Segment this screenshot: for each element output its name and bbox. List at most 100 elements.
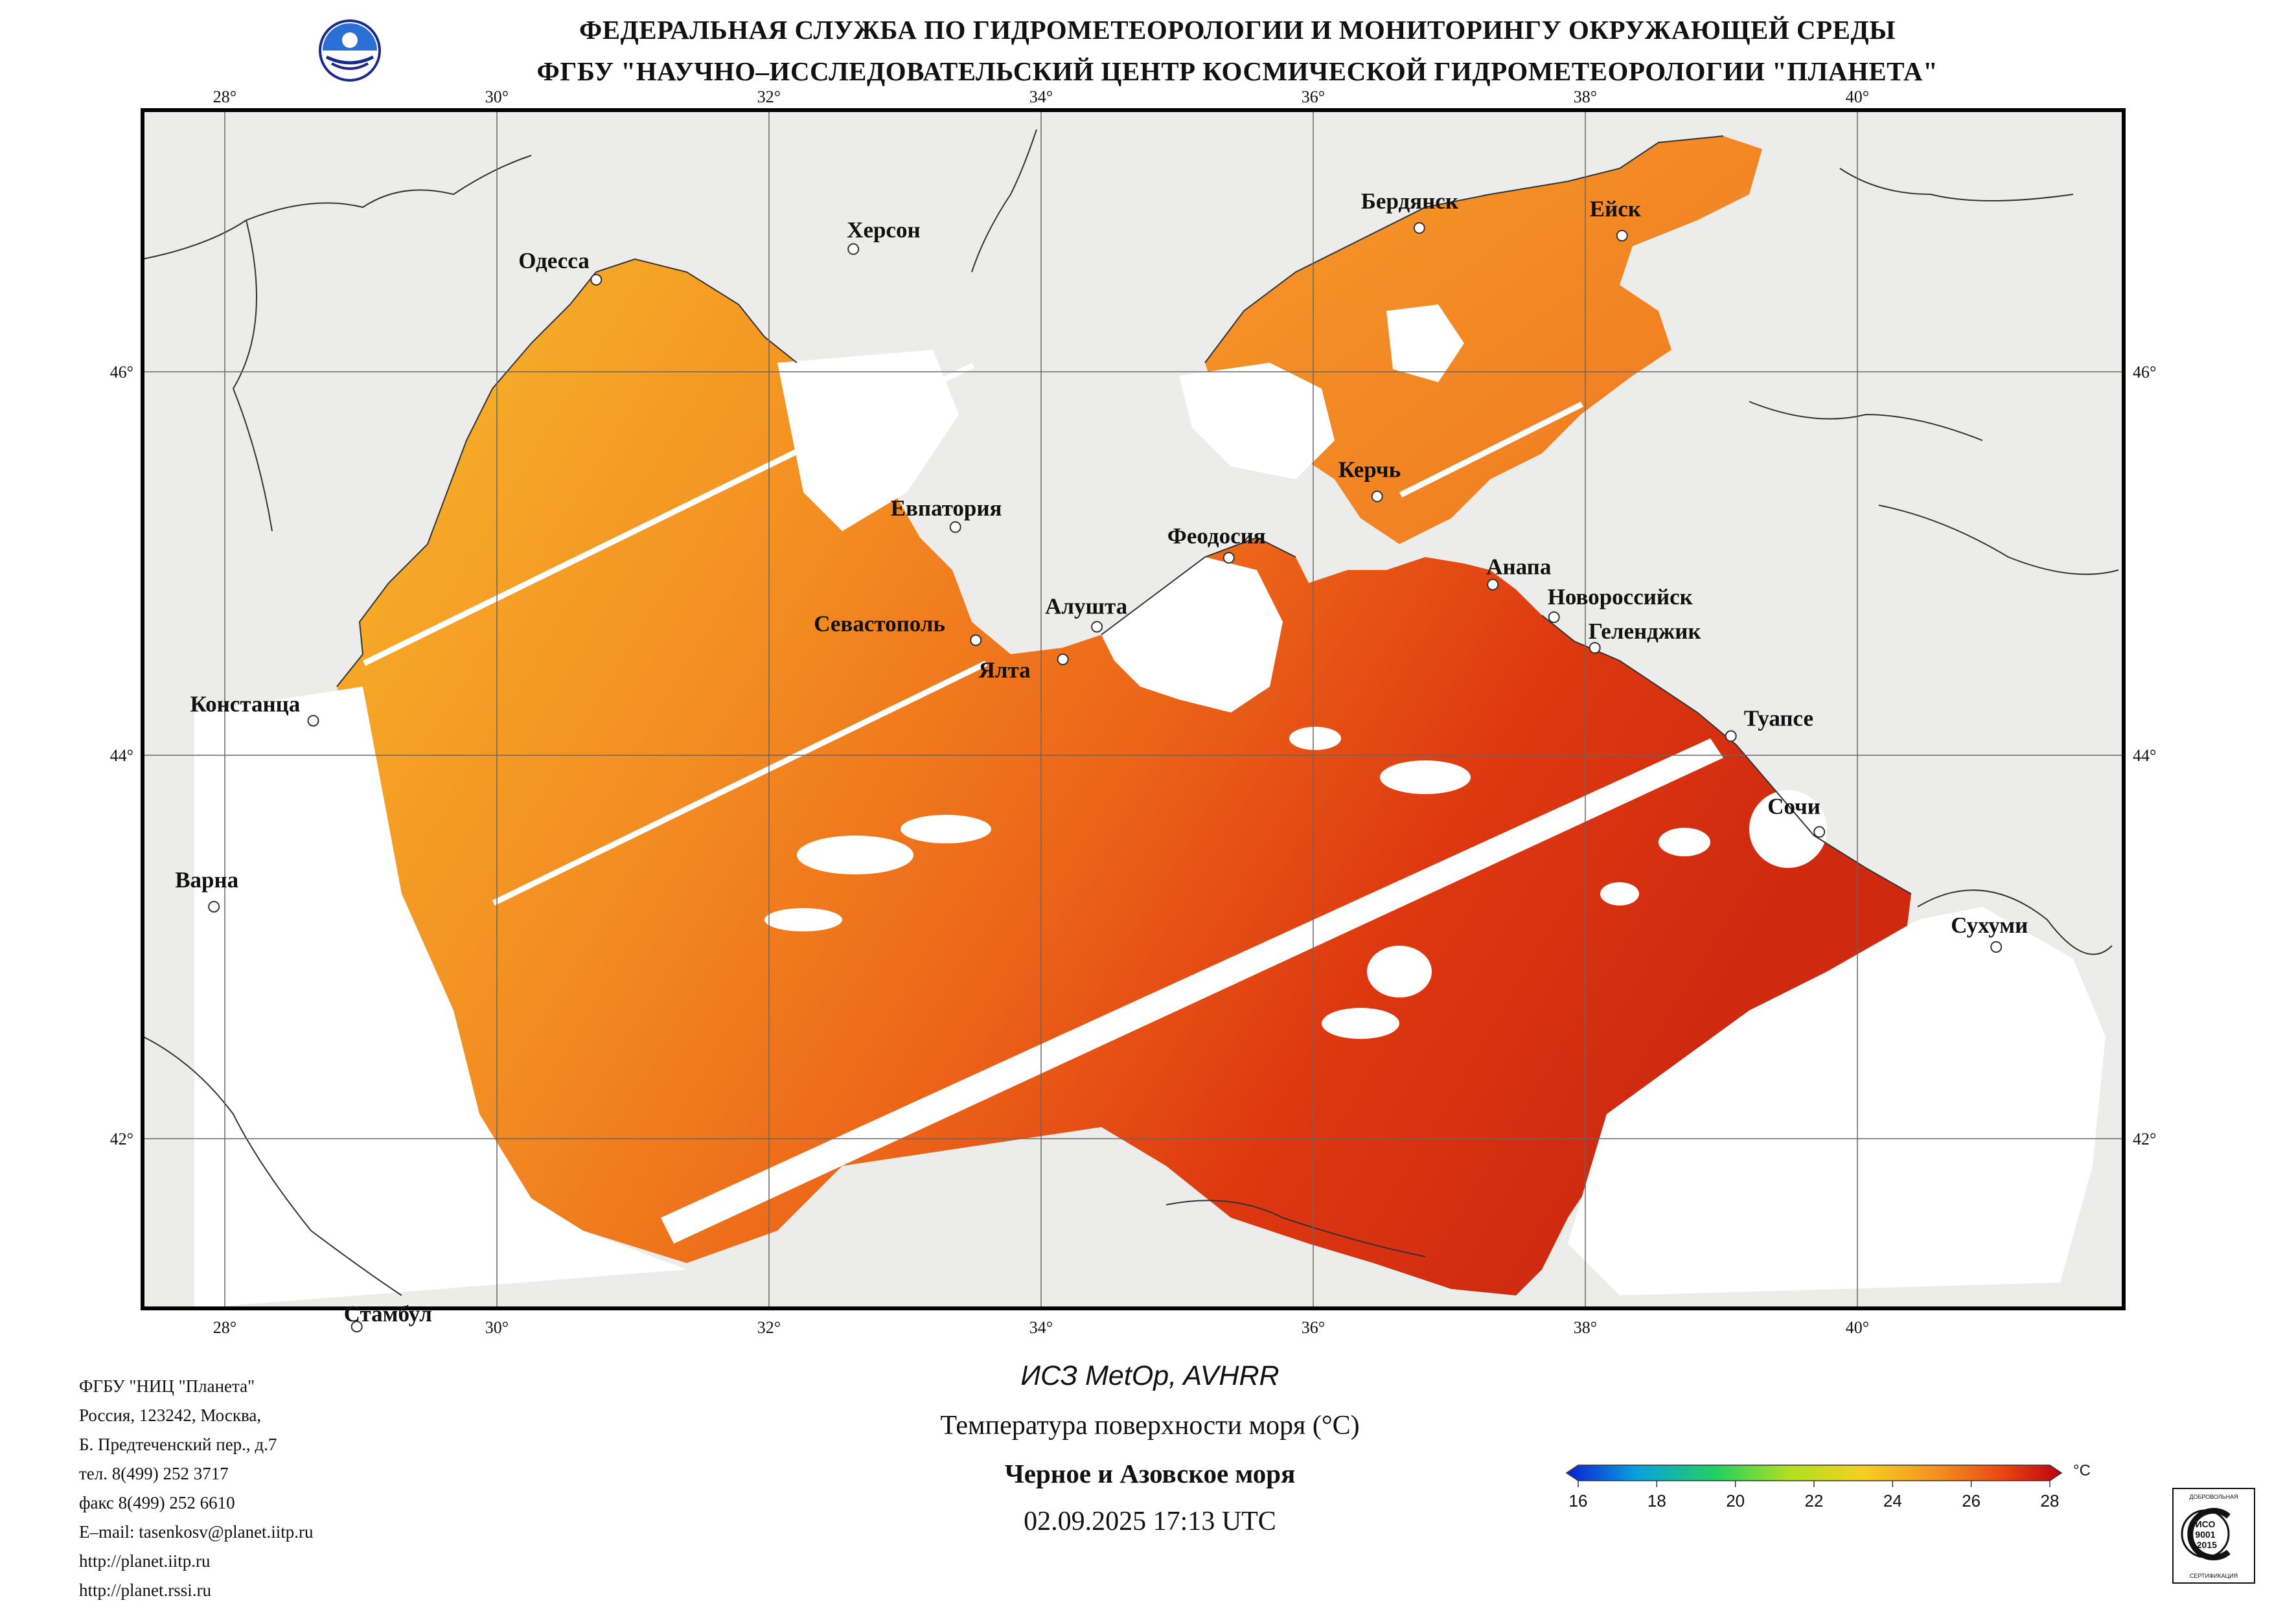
- satellite-label: ИСЗ MetOp, AVHRR: [1020, 1360, 1280, 1391]
- city-label: Туапсе: [1744, 705, 1813, 731]
- iso-number: 9001: [2195, 1529, 2215, 1540]
- city-label: Геленджик: [1589, 619, 1702, 644]
- colorbar-tick-label: 24: [1883, 1491, 1902, 1510]
- colorbar-tick-label: 26: [1962, 1491, 1980, 1510]
- black-sea-sst: [337, 259, 1911, 1295]
- lon-tick-label: 36°: [1302, 1318, 1325, 1337]
- header-line-1: ФЕДЕРАЛЬНАЯ СЛУЖБА ПО ГИДРОМЕТЕОРОЛОГИИ …: [579, 15, 1896, 45]
- city-marker: [307, 714, 319, 727]
- iso-certificate-badge: ДОБРОВОЛЬНАЯ ИСО 9001 -2015 СЕРТИФИКАЦИЯ: [2172, 1488, 2255, 1584]
- contact-info: ФГБУ "НИЦ "Планета" Россия, 123242, Моск…: [79, 1372, 314, 1605]
- lat-tick-label: 42°: [110, 1130, 133, 1148]
- city-marker: [1589, 642, 1601, 654]
- colorbar-tick-label: 16: [1569, 1491, 1588, 1510]
- city-label: Анапа: [1486, 554, 1551, 580]
- city-marker: [949, 521, 961, 533]
- datetime-label: 02.09.2025 17:13 UTC: [1024, 1507, 1276, 1536]
- city-marker: [1223, 552, 1235, 564]
- cloud-west: [194, 687, 687, 1308]
- city-label: Херсон: [847, 218, 920, 243]
- cloud-crimea: [1101, 557, 1283, 712]
- iso-label: ИСО: [2196, 1519, 2216, 1529]
- city-label: Сочи: [1767, 793, 1820, 819]
- lat-tick-label: 44°: [110, 746, 133, 765]
- city-marker: [1413, 222, 1425, 234]
- city-label: Феодосия: [1167, 523, 1266, 549]
- contact-line: факс 8(499) 252 6610: [79, 1493, 235, 1512]
- lat-tick-label: 42°: [2133, 1130, 2156, 1148]
- colorbar-tick-label: 18: [1647, 1491, 1666, 1510]
- city-marker: [208, 900, 220, 913]
- city-marker: [1487, 578, 1499, 591]
- colorbar-unit: °C: [2073, 1462, 2091, 1479]
- city-label: Новороссийск: [1548, 584, 1693, 610]
- city-marker: [847, 243, 860, 255]
- cloud-east: [1568, 907, 2106, 1295]
- city-label: Ялта: [979, 657, 1031, 683]
- swath-gap-main: [661, 738, 1723, 1244]
- graticule: [143, 110, 2124, 1308]
- city-marker: [1725, 730, 1737, 742]
- lon-tick-label: 40°: [1846, 87, 1869, 106]
- colorbar-tick-label: 22: [1805, 1491, 1824, 1510]
- planeta-logo: [319, 19, 381, 82]
- colorbar-bar: [1565, 1465, 2063, 1481]
- city-label: Севастополь: [814, 611, 945, 636]
- lon-tick-label: 36°: [1302, 87, 1325, 106]
- city-label: Варна: [175, 867, 238, 893]
- contact-line[interactable]: http://planet.rssi.ru: [79, 1580, 211, 1600]
- lon-tick-label: 30°: [485, 1318, 509, 1337]
- city-label: Ейск: [1590, 196, 1642, 222]
- city-label: Керчь: [1338, 457, 1401, 482]
- city-marker: [1990, 941, 2003, 953]
- city-label: Одесса: [518, 248, 589, 273]
- swath-gap-4: [1399, 402, 1583, 497]
- map-frame: [141, 108, 2126, 1310]
- lat-tick-label: 44°: [2133, 746, 2156, 765]
- city-marker: [1091, 621, 1103, 633]
- borders: [143, 129, 2119, 1296]
- city-label: Констанца: [190, 692, 301, 717]
- colorbar-tick-label: 20: [1726, 1491, 1745, 1510]
- lat-ticks-right: 46° 44° 42°: [2133, 363, 2156, 1148]
- city-marker: [1548, 611, 1560, 623]
- lon-tick-label: 28°: [213, 87, 236, 106]
- color-scale: 16 18 20 22 24 26 28 °C: [1565, 1462, 2091, 1510]
- city-labels: Одесса Херсон Бердянск Ейск Евпатория Феодоси…: [175, 188, 2028, 1333]
- cloud-azov-2: [1386, 304, 1464, 382]
- city-marker: [1616, 229, 1628, 242]
- city-label: Алушта: [1045, 594, 1127, 619]
- iso-top-text: ДОБРОВОЛЬНАЯ: [2189, 1494, 2238, 1500]
- lat-tick-label: 46°: [2133, 363, 2156, 382]
- product-info: ИСЗ MetOp, AVHRR Температура поверхности…: [713, 1360, 1587, 1537]
- header: ФЕДЕРАЛЬНАЯ СЛУЖБА ПО ГИДРОМЕТЕОРОЛОГИИ …: [0, 0, 2296, 104]
- contact-line: E–mail: tasenkosv@planet.iitp.ru: [79, 1522, 314, 1542]
- city-label: Бердянск: [1361, 188, 1459, 214]
- colorbar-tick-label: 28: [2041, 1491, 2060, 1510]
- lat-ticks-left: 46° 44° 42°: [110, 363, 133, 1148]
- city-marker: [590, 273, 603, 286]
- lon-tick-label: 28°: [213, 1318, 236, 1337]
- iso-year: -2015: [2194, 1540, 2217, 1550]
- contact-line: Россия, 123242, Москва,: [79, 1406, 262, 1425]
- lon-tick-label: 38°: [1574, 87, 1597, 106]
- lon-tick-label: 30°: [485, 87, 509, 106]
- swath-gap-3: [363, 363, 974, 666]
- cloud-patches: [764, 727, 1827, 1039]
- colorbar-ticks: 16 18 20 22 24 26 28: [1569, 1481, 2060, 1510]
- city-marker: [970, 634, 982, 646]
- city-marker: [1813, 826, 1826, 838]
- contact-line[interactable]: http://planet.iitp.ru: [79, 1551, 211, 1571]
- header-line-2: ФГБУ "НАУЧНО–ИССЛЕДОВАТЕЛЬСКИЙ ЦЕНТР КОС…: [536, 56, 1938, 86]
- lat-tick-label: 46°: [110, 363, 133, 382]
- lon-tick-label: 38°: [1574, 1318, 1597, 1337]
- city-marker: [350, 1321, 363, 1333]
- lon-tick-label: 34°: [1029, 1318, 1053, 1337]
- cloud-azov: [1179, 363, 1335, 479]
- contact-line: ФГБУ "НИЦ "Планета": [79, 1376, 255, 1396]
- iso-bottom-text: СЕРТИФИКАЦИЯ: [2190, 1573, 2238, 1579]
- lon-tick-label: 32°: [757, 87, 781, 106]
- region-label: Черное и Азовское моря: [1004, 1459, 1296, 1488]
- city-label: Сухуми: [1951, 913, 2028, 938]
- product-label: Температура поверхности моря (°C): [940, 1411, 1360, 1441]
